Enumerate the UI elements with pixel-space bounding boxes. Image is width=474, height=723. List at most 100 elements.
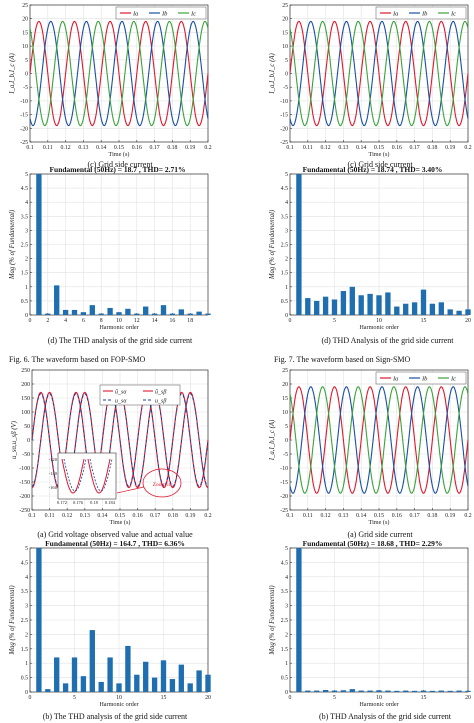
legend-entry: Ia (392, 11, 398, 18)
y-tick-label: 1 (285, 285, 288, 291)
series-line-3 (289, 386, 469, 494)
y-axis-label: I_a,I_b,I_c (A) (269, 419, 276, 461)
inset-x-tick: 0.176 (73, 500, 84, 505)
caption-c-left: (c) Grid side current (87, 160, 153, 169)
bar-h4 (322, 689, 329, 692)
y-axis-label: Mag (% of Fundamental) (269, 209, 276, 280)
x-tick-label: 0.17 (150, 513, 160, 519)
x-tick-label: 0.14 (356, 145, 366, 151)
x-tick-label: 15 (421, 318, 427, 324)
bar-h15 (160, 660, 167, 692)
bar-h16 (169, 679, 176, 692)
bar-h12 (134, 313, 140, 315)
x-tick-label: 14 (152, 318, 158, 324)
y-tick-label: 5 (25, 546, 28, 552)
y-tick-label: -10 (280, 466, 288, 472)
zoom-label: Zoom in (153, 482, 172, 488)
x-axis-label: Time (s) (369, 519, 390, 526)
caption-d-right: (d) THD Analysis of the grid side curren… (321, 336, 454, 345)
y-tick-label: 0.5 (21, 299, 28, 305)
y-tick-label: 50 (24, 424, 30, 430)
y-tick-label: -15 (280, 480, 288, 486)
legend-box (99, 384, 181, 406)
inset-x-tick: 0.18 (90, 500, 98, 505)
caption-b-left: (b) The THD analysis of the grid side cu… (42, 712, 188, 721)
y-tick-label: 4 (285, 575, 288, 581)
x-tick-label: 12 (134, 318, 140, 324)
x-tick-label: 0.11 (303, 145, 313, 151)
x-axis-label: Harmonic order (99, 701, 138, 708)
y-axis-label: I_a,I_b,I_c (A) (269, 52, 276, 94)
bar-h16 (429, 303, 436, 315)
bar-h9 (107, 307, 113, 315)
caption-d-left: (d) The THD analysis of the grid side cu… (47, 336, 193, 345)
x-tick-label: 15 (161, 695, 167, 701)
y-tick-label: 0.5 (281, 299, 288, 305)
y-tick-label: 15 (282, 30, 288, 36)
y-tick-label: -25 (280, 508, 288, 514)
chart-a-left: 0.1 0.11 0.12 0.13 0.14 0.15 0.16 0.17 0.18 0.19 0… (11, 368, 212, 526)
legend-entry: Ia (392, 376, 398, 383)
y-tick-label: 0 (25, 690, 28, 696)
y-tick-label: 200 (21, 382, 30, 388)
y-tick-label: -5 (283, 85, 288, 91)
y-tick-label: -5 (23, 85, 28, 91)
x-axis-label: Time (s) (109, 151, 130, 158)
x-axis-label: Harmonic order (359, 701, 398, 708)
bar-h10 (376, 295, 382, 315)
zoom-arrow (116, 486, 145, 494)
y-tick-label: 5 (25, 172, 28, 178)
x-tick-label: 0 (29, 318, 32, 324)
y-tick-label: 5 (285, 58, 288, 64)
bar-h19 (196, 311, 202, 315)
y-tick-label: 20 (282, 17, 288, 23)
inset-actual-2 (89, 458, 113, 492)
y-tick-label: -15 (280, 113, 288, 119)
legend-box (375, 6, 467, 20)
bar-h15 (420, 289, 427, 315)
x-tick-label: 10 (116, 318, 122, 324)
x-tick-label: 0.14 (97, 513, 107, 519)
caption-a-right: (a) Grid side current (347, 530, 413, 539)
x-tick-label: 20 (205, 695, 211, 701)
x-tick-label: 0.16 (133, 513, 143, 519)
y-tick-label: 4.5 (21, 186, 28, 192)
bar-h3 (54, 285, 60, 315)
bar-h10 (376, 690, 382, 692)
y-axis-label: Mag (% of Fundamental) (9, 585, 16, 656)
x-tick-label: 2 (46, 318, 49, 324)
bar-h12 (394, 306, 400, 315)
bar-h1 (296, 548, 302, 692)
bar-h4 (62, 683, 69, 692)
y-axis-label: Mag (% of Fundamental) (269, 585, 276, 656)
legend-entry: û_sα (115, 390, 127, 396)
x-tick-label: 0.15 (115, 513, 125, 519)
bar-h11 (385, 292, 391, 315)
y-tick-label: -200 (19, 494, 30, 500)
series-line-2 (29, 20, 209, 127)
y-tick-label: 150 (21, 396, 30, 402)
y-tick-label: 0 (285, 313, 288, 319)
bar-h2 (305, 690, 311, 692)
title-d-left: Fundamental (50Hz) = 18.7 , THD= 2.71% (49, 165, 186, 174)
bar-h2 (305, 298, 311, 315)
y-tick-label: 10 (22, 44, 28, 50)
bar-h17 (178, 309, 184, 315)
y-tick-label: 10 (282, 410, 288, 416)
bar-h11 (125, 308, 131, 315)
y-tick-label: 20 (22, 17, 28, 23)
fig7-caption: Fig. 7. The waveform based on Sign-SMO (274, 355, 411, 364)
bar-h14 (151, 677, 158, 692)
y-tick-label: 2.5 (281, 243, 288, 249)
y-tick-label: 3.5 (21, 214, 28, 220)
inset-x-tick: 0.184 (105, 500, 116, 505)
bar-h10 (116, 312, 122, 315)
x-tick-label: 0.14 (96, 145, 106, 151)
x-tick-label: 10 (376, 318, 382, 324)
x-tick-label: 5 (333, 318, 336, 324)
y-tick-label: 4 (25, 200, 28, 206)
bar-h20 (205, 674, 211, 692)
x-tick-label: 0.19 (185, 513, 195, 519)
x-tick-label: 0.2 (464, 513, 471, 519)
series-line-3 (29, 20, 209, 127)
